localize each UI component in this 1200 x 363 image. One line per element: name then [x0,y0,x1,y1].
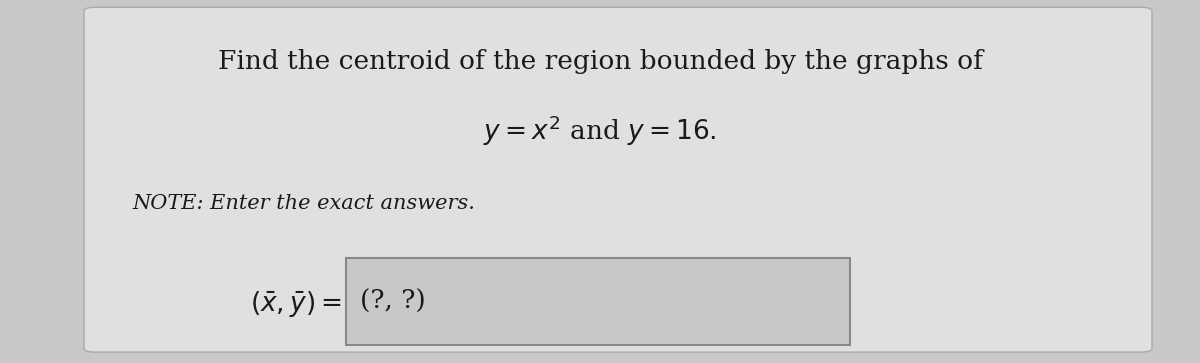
Text: NOTE: Enter the exact answers.: NOTE: Enter the exact answers. [132,194,475,213]
Text: Find the centroid of the region bounded by the graphs of: Find the centroid of the region bounded … [217,49,983,74]
Text: $y = x^2$ and $y = 16.$: $y = x^2$ and $y = 16.$ [484,113,716,148]
Text: (?, ?): (?, ?) [360,289,426,314]
FancyBboxPatch shape [84,7,1152,352]
Text: $(\bar{x}, \bar{y}) = $: $(\bar{x}, \bar{y}) = $ [251,290,342,320]
FancyBboxPatch shape [346,258,850,345]
